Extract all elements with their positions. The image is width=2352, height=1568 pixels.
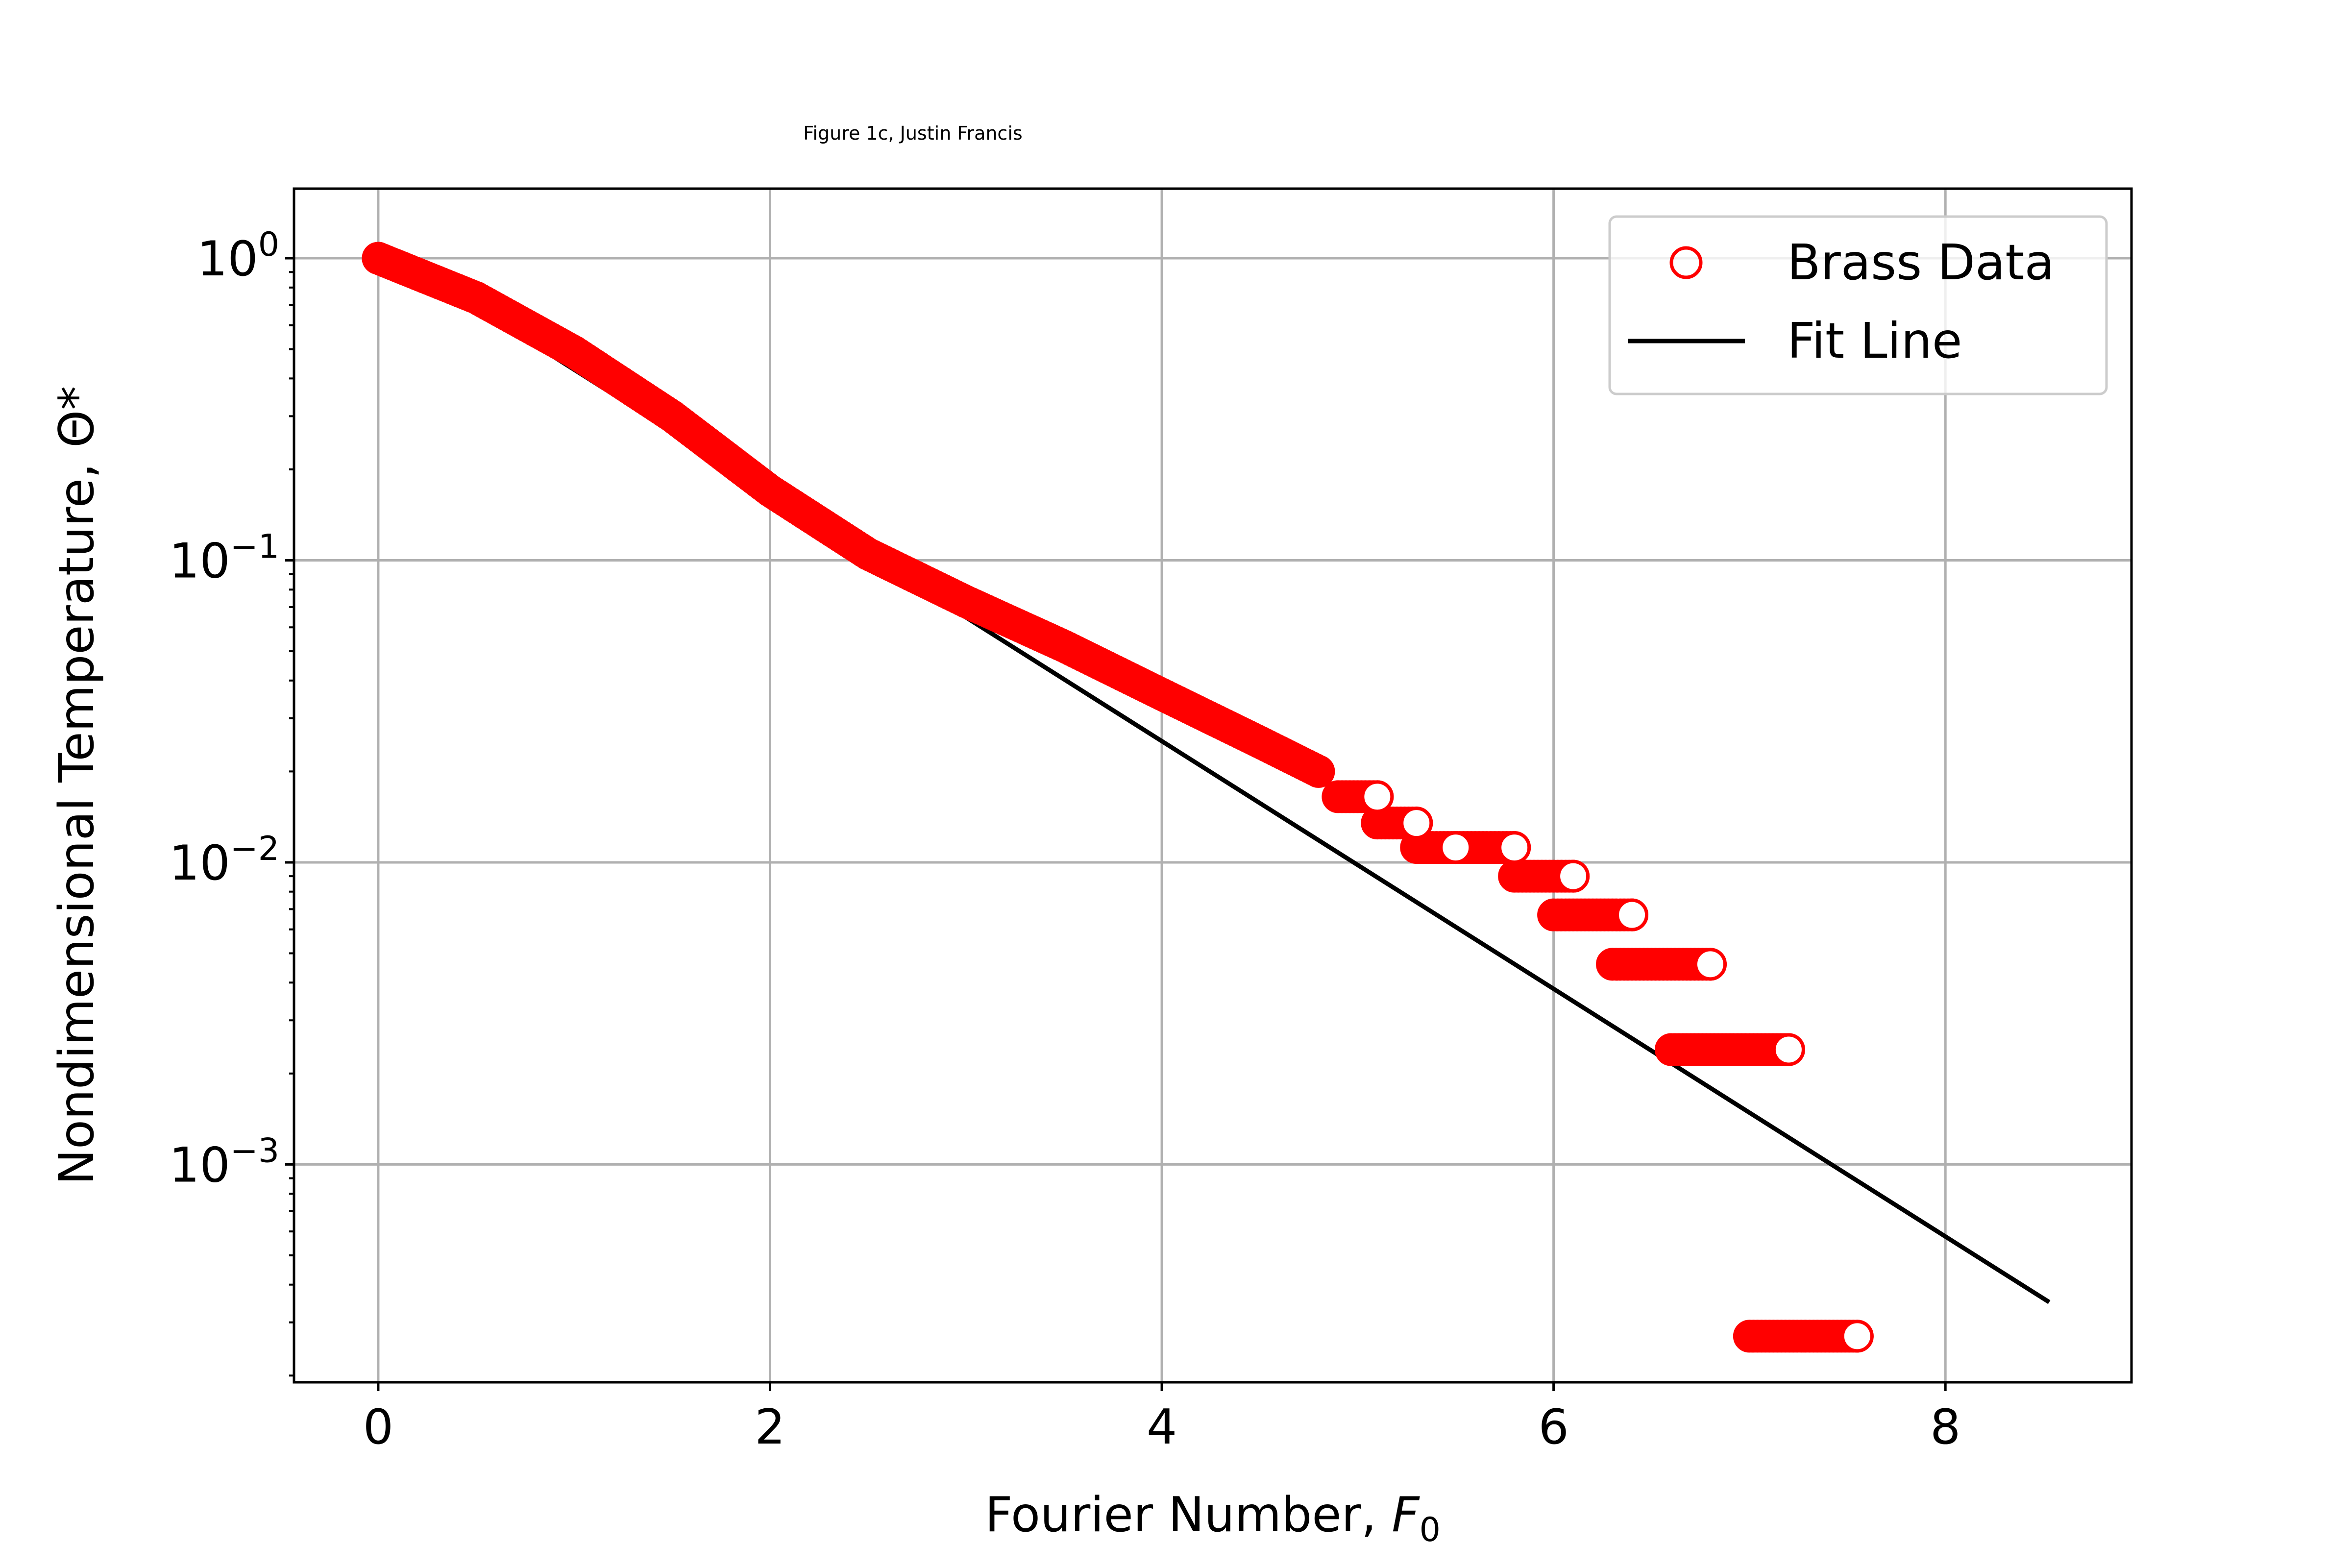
legend: Brass Data Fit Line (1608, 215, 2108, 395)
y-tick-label: 10−1 (169, 528, 279, 589)
plot-area (362, 242, 2051, 1353)
data-point-edge (1400, 807, 1433, 840)
x-axis-label-subscript: 0 (1420, 1511, 1441, 1549)
y-tick-label-exponent: −1 (230, 528, 279, 566)
y-tick-label-base: 10 (169, 1137, 230, 1193)
x-tick-label: 2 (755, 1399, 785, 1455)
legend-label-brass-data: Brass Data (1787, 234, 2055, 291)
chart-title: Figure 1c, Justin Francis (803, 122, 1022, 144)
data-point-edge (1439, 831, 1472, 864)
legend-marker-brass-data (1669, 246, 1703, 279)
x-tick-label: 8 (1930, 1399, 1960, 1455)
y-tick-label-base: 10 (169, 835, 230, 891)
y-tick-label-exponent: −3 (230, 1131, 279, 1170)
x-tick-label: 4 (1147, 1399, 1177, 1455)
y-tick-label: 100 (197, 225, 279, 287)
x-tick-label: 0 (363, 1399, 393, 1455)
data-point (1302, 755, 1335, 788)
y-tick-label: 10−3 (169, 1131, 279, 1193)
data-point-edge (1693, 948, 1727, 981)
x-tick-label: 6 (1538, 1399, 1568, 1455)
y-tick-label-base: 10 (197, 231, 258, 287)
y-tick-label-exponent: 0 (258, 225, 279, 264)
x-axis-label-text: Fourier Number, (985, 1487, 1392, 1543)
x-axis: 0 2 4 6 8 (363, 1382, 1960, 1455)
legend-label-fit-line: Fit Line (1787, 312, 1962, 369)
data-point-edge (1840, 1320, 1874, 1353)
data-point-edge (1361, 780, 1394, 813)
y-tick-label-base: 10 (169, 534, 230, 589)
y-tick-label-exponent: −2 (230, 830, 279, 868)
x-axis-label: Fourier Number, F0 (985, 1487, 1441, 1549)
legend-box (1608, 215, 2108, 395)
data-point-edge (1498, 831, 1531, 864)
x-axis-label-symbol: F (1392, 1487, 1420, 1543)
data-point-edge (1557, 859, 1590, 893)
y-axis-label: Nondimensional Temperature, Θ* (49, 386, 105, 1185)
data-point-edge (1772, 1033, 1805, 1066)
data-point-edge (1616, 898, 1649, 931)
y-tick-label: 10−2 (169, 830, 279, 891)
plot-frame (293, 187, 2133, 1384)
